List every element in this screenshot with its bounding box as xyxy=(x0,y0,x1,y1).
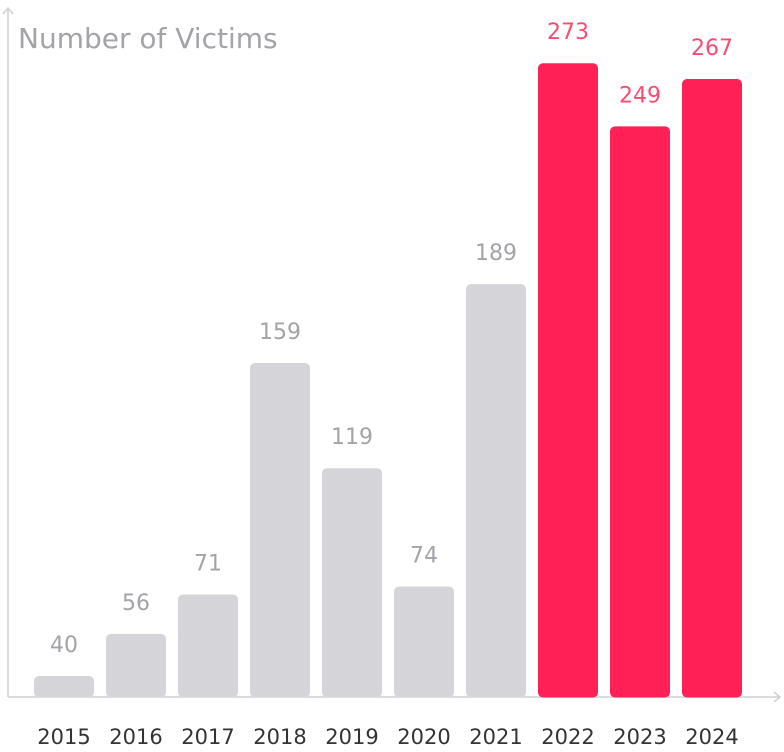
chart-title: Number of Victims xyxy=(18,22,278,55)
value-label: 159 xyxy=(259,320,301,345)
x-tick-label: 2017 xyxy=(181,725,234,749)
x-tick-label: 2021 xyxy=(469,725,522,749)
bar xyxy=(538,63,598,698)
bar xyxy=(466,284,526,698)
value-label: 74 xyxy=(410,544,438,569)
x-tick-label: 2019 xyxy=(325,725,378,749)
x-tick-label: 2022 xyxy=(541,725,594,749)
value-label: 40 xyxy=(50,633,78,658)
value-label: 189 xyxy=(475,241,517,266)
bar xyxy=(178,594,238,698)
x-tick-label: 2024 xyxy=(685,725,738,749)
x-tick-label: 2015 xyxy=(37,725,90,749)
y-axis-arrow xyxy=(2,6,14,15)
x-tick-label: 2023 xyxy=(613,725,666,749)
bar xyxy=(250,363,310,698)
value-label: 249 xyxy=(619,83,661,108)
bar xyxy=(34,675,94,698)
x-axis-arrow xyxy=(773,691,782,703)
value-label: 119 xyxy=(331,425,373,450)
bar xyxy=(610,126,670,698)
x-tick-label: 2020 xyxy=(397,725,450,749)
value-label: 273 xyxy=(547,20,589,45)
bar xyxy=(394,586,454,698)
bar xyxy=(322,468,382,698)
value-label: 71 xyxy=(194,551,222,576)
value-label: 56 xyxy=(122,591,150,616)
value-label: 267 xyxy=(691,36,733,61)
bar xyxy=(106,633,166,698)
bar xyxy=(682,79,742,698)
x-tick-label: 2016 xyxy=(109,725,162,749)
x-tick-label: 2018 xyxy=(253,725,306,749)
